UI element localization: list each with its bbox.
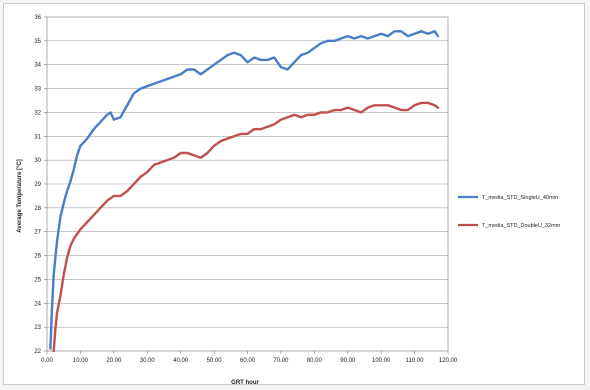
- legend-label-2: T_media_STD_DoubleU_32mm: [482, 223, 561, 229]
- x-tick-label: 70.00: [273, 358, 289, 364]
- x-axis-title: GRT hour: [231, 380, 259, 386]
- y-tick-label: 36: [34, 15, 41, 21]
- y-axis-title: Average Temperature [°C]: [17, 159, 23, 232]
- x-tick-label: 50.00: [207, 358, 223, 364]
- x-tick-label: 60.00: [240, 358, 256, 364]
- x-tick-label: 40.00: [173, 358, 189, 364]
- x-tick-label: 80.00: [307, 358, 323, 364]
- y-tick-label: 29: [34, 182, 41, 188]
- series-line-2: [54, 103, 438, 351]
- y-tick-label: 22: [34, 349, 41, 355]
- x-tick-label: 100.00: [372, 358, 391, 364]
- y-tick-label: 27: [34, 230, 41, 236]
- y-tick-label: 34: [34, 63, 41, 69]
- x-tick-label: 0.00: [41, 358, 53, 364]
- y-tick-label: 23: [34, 325, 41, 331]
- y-tick-label: 31: [34, 134, 41, 140]
- x-tick-label: 90.00: [340, 358, 356, 364]
- x-tick-label: 30.00: [140, 358, 156, 364]
- y-tick-label: 33: [34, 87, 41, 93]
- y-tick-label: 25: [34, 277, 41, 283]
- y-tick-label: 26: [34, 254, 41, 260]
- x-tick-label: 120.00: [439, 358, 458, 364]
- y-tick-label: 35: [34, 39, 41, 45]
- x-tick-label: 110.00: [406, 358, 425, 364]
- y-tick-label: 28: [34, 206, 41, 212]
- axes: 22 23 24 25 26 27 28 29 30 31 32 33 34 35 36 0.00 10.00 2…: [34, 15, 458, 364]
- legend-label-1: T_media_STD_SingleU_40mm: [482, 195, 559, 201]
- series-line-1: [50, 31, 438, 348]
- x-tick-label: 10.00: [73, 358, 89, 364]
- y-tick-label: 30: [34, 158, 41, 164]
- y-tick-label: 32: [34, 110, 41, 116]
- y-tick-label: 24: [34, 301, 41, 307]
- gridlines: [47, 41, 448, 327]
- legend: T_media_STD_SingleU_40mm T_media_STD_Doub…: [458, 195, 561, 229]
- x-tick-label: 20.00: [106, 358, 122, 364]
